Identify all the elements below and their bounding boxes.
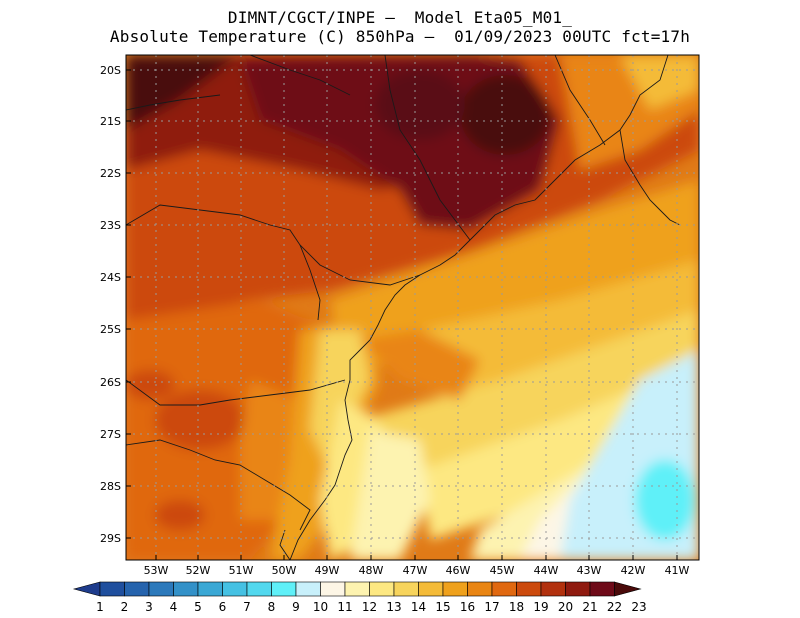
lon-label: 43W [577,564,602,577]
colorbar-swatch [344,581,370,597]
colorbar-swatch [442,581,468,597]
colorbar-label: 3 [145,600,153,614]
colorbar-label: 2 [121,600,129,614]
lat-label: 21S [100,115,121,128]
title-line-2: Absolute Temperature (C) 850hPa – 01/09/… [109,27,691,46]
lon-label: 45W [490,564,515,577]
longitude-labels: 53W 52W 51W 50W 49W 48W 47W 46W 45W 44W 43W 42W 41W [144,564,690,577]
colorbar-label: 22 [607,600,622,614]
lon-label: 50W [272,564,297,577]
colorbar-label: 5 [194,600,202,614]
colorbar-label: 21 [582,600,597,614]
lon-label: 51W [229,564,254,577]
lon-label: 46W [446,564,471,577]
lat-label: 28S [100,480,121,493]
colorbar-swatch [197,581,223,597]
colorbar-swatch [589,581,615,597]
lon-label: 42W [621,564,646,577]
colorbar-swatch [148,581,174,597]
colorbar-label: 13 [386,600,401,614]
colorbar-label: 9 [292,600,300,614]
colorbar-swatch [467,581,493,597]
lon-label: 53W [144,564,169,577]
colorbar-label: 7 [243,600,251,614]
colorbar-low-arrow [72,581,101,597]
lat-label: 22S [100,167,121,180]
lon-label: 47W [403,564,428,577]
lon-label: 49W [315,564,340,577]
colorbar-swatch [124,581,150,597]
lat-label: 20S [100,64,121,77]
colorbar-swatch [565,581,591,597]
colorbar-label: 12 [362,600,377,614]
lat-label: 23S [100,219,121,232]
colorbar-label: 18 [509,600,524,614]
colorbar-swatch [418,581,444,597]
colorbar-swatch [516,581,542,597]
colorbar: 1 2 3 4 5 6 7 8 9 10 11 12 13 14 15 16 17 18 19 20 21 22 23 [72,581,647,614]
temperature-field [126,55,699,560]
lat-label: 25S [100,323,121,336]
tick-marks [126,69,678,560]
title-line-1: DIMNT/CGCT/INPE – Model Eta05_M01_ [227,8,573,27]
lat-label: 29S [100,532,121,545]
colorbar-label: 6 [219,600,227,614]
lon-label: 48W [359,564,384,577]
colorbar-label: 14 [411,600,426,614]
colorbar-label: 4 [170,600,178,614]
colorbar-label: 16 [460,600,475,614]
colorbar-swatch [271,581,297,597]
lat-label: 27S [100,428,121,441]
latitude-labels: 20S 21S 22S 23S 24S 25S 26S 27S 28S 29S [100,64,121,545]
colorbar-swatch [320,581,346,597]
lat-label: 24S [100,271,121,284]
colorbar-swatch [540,581,566,597]
colorbar-swatch [491,581,517,597]
lon-label: 52W [186,564,211,577]
colorbar-swatch [246,581,272,597]
colorbar-swatch [99,581,125,597]
colorbar-swatch [369,581,395,597]
colorbar-label: 11 [337,600,352,614]
lat-label: 26S [100,376,121,389]
colorbar-swatch [295,581,321,597]
colorbar-label: 19 [533,600,548,614]
colorbar-label: 17 [484,600,499,614]
colorbar-label: 20 [558,600,573,614]
colorbar-swatch [393,581,419,597]
colorbar-label: 10 [313,600,328,614]
colorbar-swatch [222,581,248,597]
lon-label: 44W [534,564,559,577]
lon-label: 41W [665,564,690,577]
colorbar-label: 15 [435,600,450,614]
coastline-borders [126,55,681,560]
colorbar-label: 1 [96,600,104,614]
graticule [126,55,699,560]
colorbar-label: 23 [631,600,646,614]
colorbar-swatch [173,581,199,597]
colorbar-high-arrow [614,581,642,597]
map-frame [125,54,700,561]
colorbar-label: 8 [268,600,276,614]
